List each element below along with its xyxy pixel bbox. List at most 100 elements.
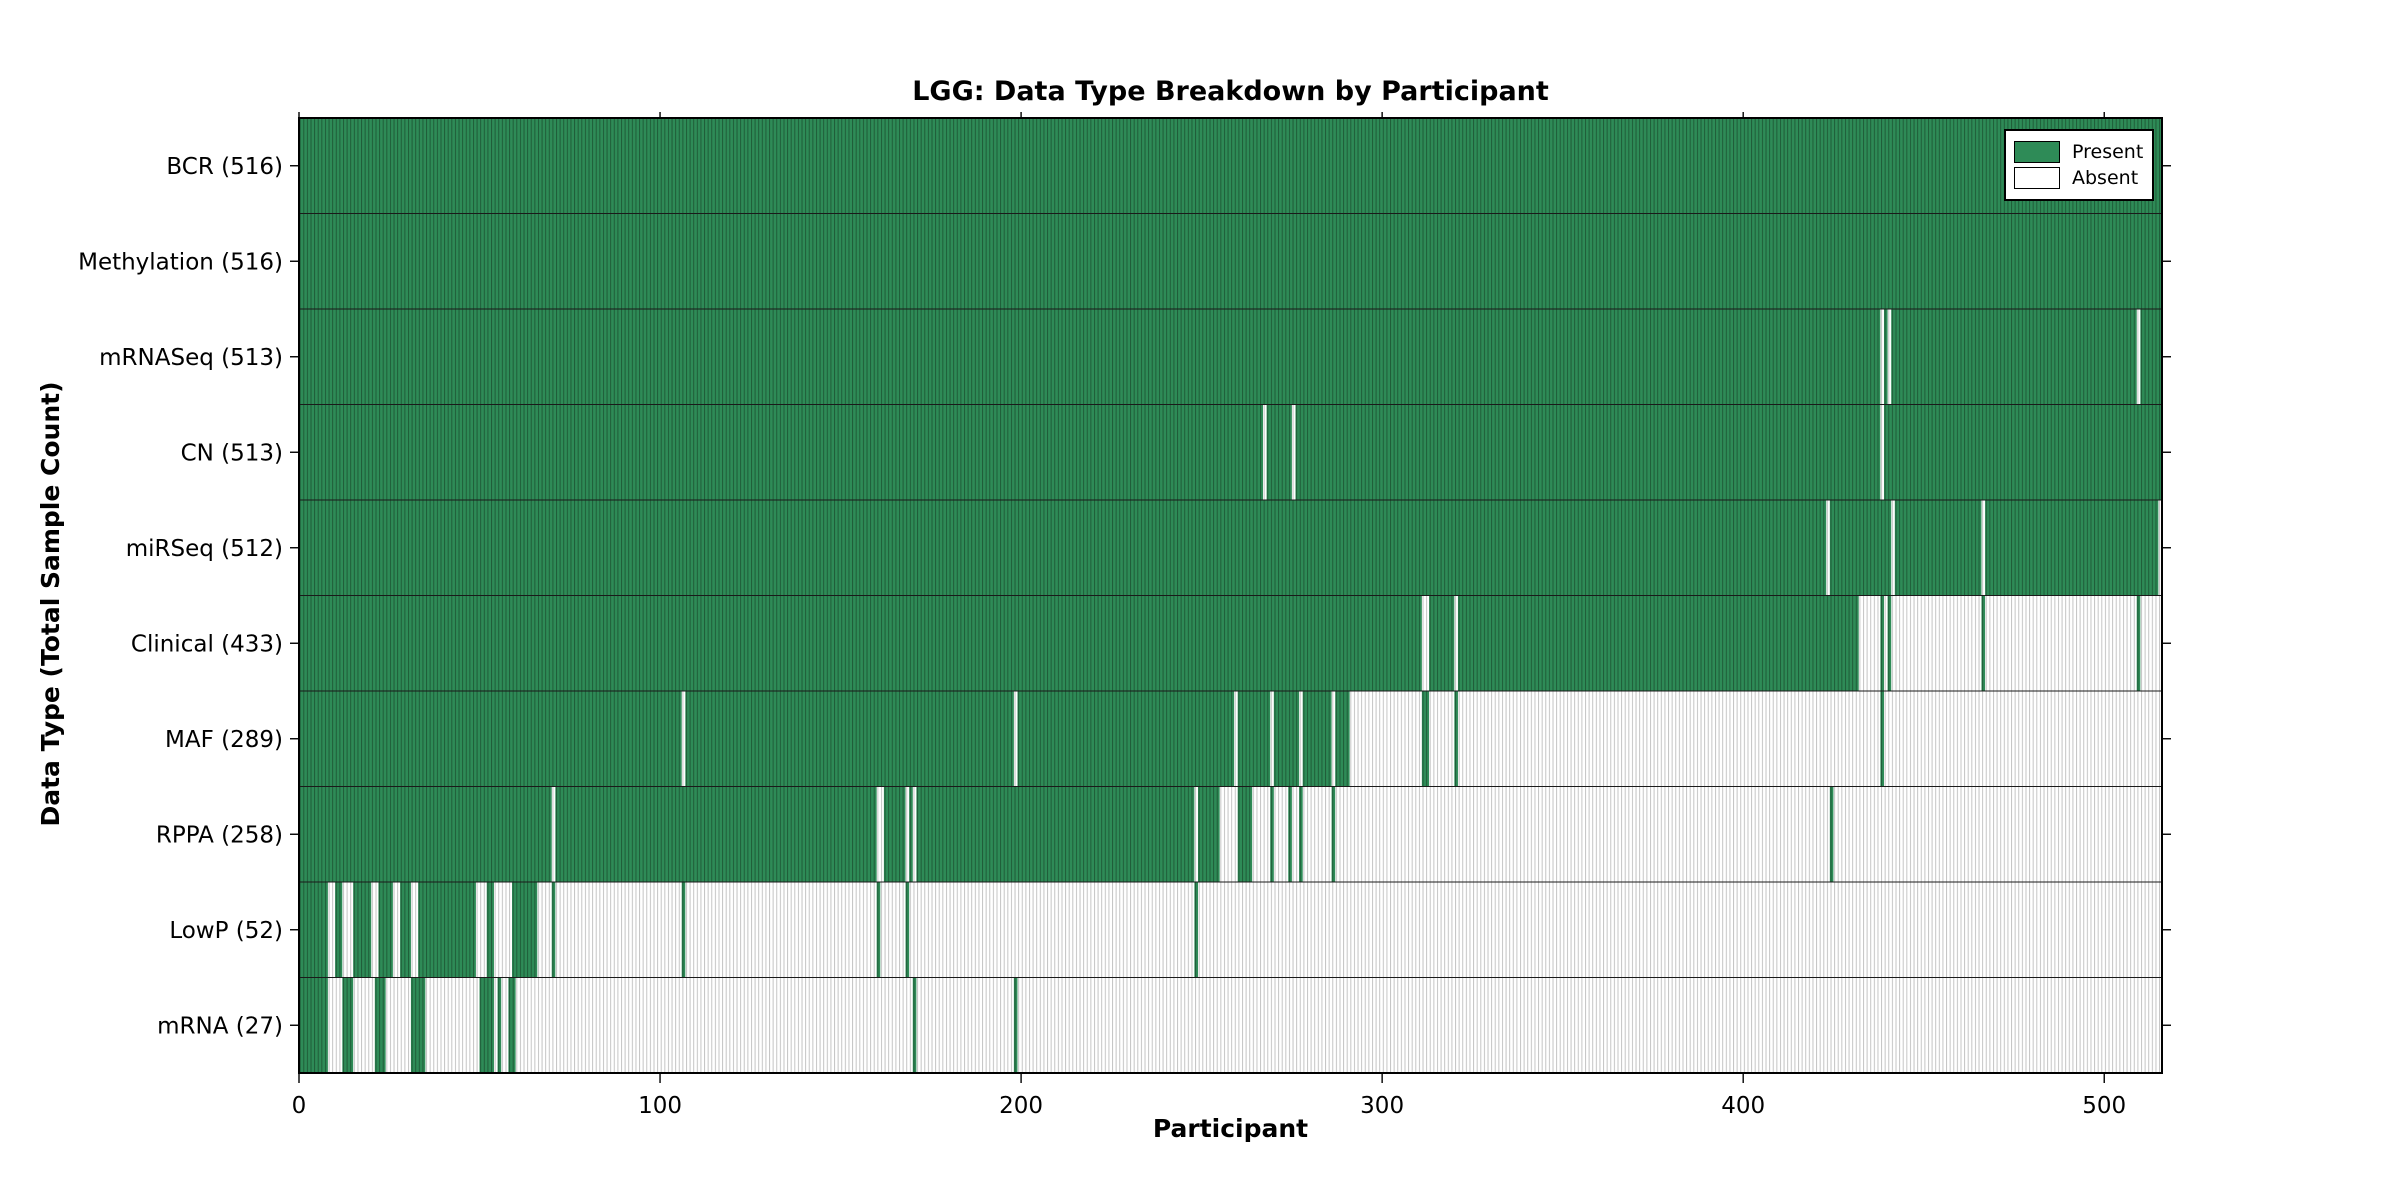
absent-swatch-icon [2014, 167, 2060, 189]
y-tick-label: Clinical (433) [131, 631, 283, 657]
present-segment [1429, 595, 1455, 691]
present-segment [1299, 786, 1303, 882]
y-axis-title: Data Type (Total Sample Count) [36, 381, 65, 827]
present-segment [1295, 404, 1881, 500]
legend-absent-label: Absent [2072, 167, 2139, 189]
present-segment [299, 977, 328, 1073]
y-tick-label: CN (513) [181, 440, 283, 466]
present-segment [1829, 500, 1892, 596]
present-segment [1237, 786, 1253, 882]
y-tick-label: BCR (516) [166, 154, 283, 180]
row-Methylation [299, 213, 2162, 309]
legend-entry-present: Present [2014, 141, 2143, 163]
present-segment [912, 977, 917, 1073]
row-CN [299, 404, 2162, 500]
present-segment [1880, 595, 1884, 691]
present-segment [479, 977, 494, 1073]
chart-title: LGG: Data Type Breakdown by Participant [912, 76, 1549, 107]
present-segment [1331, 786, 1336, 882]
present-segment [1894, 500, 1982, 596]
present-segment [1985, 500, 2159, 596]
row-mRNASeq [299, 308, 2162, 405]
present-segment [1335, 691, 1350, 787]
row-Clinical [299, 595, 2162, 691]
present-segment [299, 213, 2162, 309]
present-segment [1454, 691, 1458, 787]
present-segment [1883, 309, 1888, 405]
present-segment [1273, 691, 1300, 787]
present-segment [1887, 595, 1892, 691]
present-segment [1421, 691, 1430, 787]
legend-entry-absent: Absent [2014, 167, 2142, 189]
present-segment [905, 882, 910, 978]
present-segment [418, 882, 476, 978]
present-segment [2140, 309, 2162, 405]
present-segment [909, 786, 913, 882]
y-tick-label: RPPA (258) [156, 822, 283, 848]
present-segment [916, 786, 1195, 882]
present-segment [555, 786, 877, 882]
present-segment [299, 882, 328, 978]
present-segment [410, 977, 426, 1073]
present-segment [1266, 404, 1292, 500]
present-segment [378, 882, 393, 978]
y-tick-label: miRSeq (512) [126, 536, 283, 562]
present-segment [1288, 786, 1292, 882]
present-segment [1891, 309, 2137, 405]
present-segment [342, 977, 354, 1073]
present-segment [1194, 882, 1199, 978]
present-segment [374, 977, 386, 1073]
present-segment [497, 977, 502, 1073]
y-tick-label: MAF (289) [165, 727, 283, 753]
present-segment [2136, 595, 2141, 691]
row-miRSeq [299, 499, 2162, 596]
present-segment [1237, 691, 1271, 787]
present-segment [299, 404, 1263, 500]
present-segment [1880, 691, 1884, 787]
present-swatch-icon [2014, 141, 2060, 163]
y-tick-label: LowP (52) [169, 918, 283, 944]
present-segment [299, 309, 1881, 405]
x-tick-label: 100 [638, 1093, 682, 1119]
x-tick-label: 500 [2082, 1093, 2126, 1119]
x-tick-label: 200 [999, 1093, 1043, 1119]
absent-background [299, 977, 2162, 1073]
y-tick-label: Methylation (516) [78, 249, 283, 275]
present-segment [299, 500, 1827, 596]
x-tick-label: 0 [292, 1093, 307, 1119]
present-segment [299, 786, 552, 882]
y-tick-label: mRNA (27) [157, 1013, 283, 1039]
present-segment [299, 691, 682, 787]
x-axis-title: Participant [1152, 1114, 1309, 1143]
present-segment [486, 882, 494, 978]
plot-border [298, 117, 2163, 1074]
present-segment [883, 786, 906, 882]
row-mRNA [299, 977, 2162, 1073]
present-segment [681, 882, 686, 978]
present-segment [1017, 691, 1235, 787]
present-segment [1270, 786, 1274, 882]
present-segment [508, 977, 516, 1073]
x-tick-label: 400 [1721, 1093, 1765, 1119]
y-tick-label: mRNASeq (513) [99, 345, 283, 371]
present-segment [876, 882, 881, 978]
absent-background [299, 882, 2162, 978]
present-segment [1457, 595, 1859, 691]
present-segment [400, 882, 411, 978]
present-segment [685, 691, 1014, 787]
present-segment [1981, 595, 1986, 691]
present-segment [1013, 977, 1018, 1073]
row-BCR [299, 118, 2162, 214]
present-segment [1302, 691, 1332, 787]
present-segment [299, 118, 2162, 214]
present-segment [353, 882, 372, 978]
present-segment [335, 882, 343, 978]
legend: Present Absent [2004, 129, 2154, 201]
present-segment [1829, 786, 1834, 882]
present-segment [512, 882, 538, 978]
row-MAF [299, 690, 2162, 787]
row-LowP [299, 881, 2162, 978]
x-tick-label: 300 [1360, 1093, 1404, 1119]
row-RPPA [299, 786, 2162, 882]
